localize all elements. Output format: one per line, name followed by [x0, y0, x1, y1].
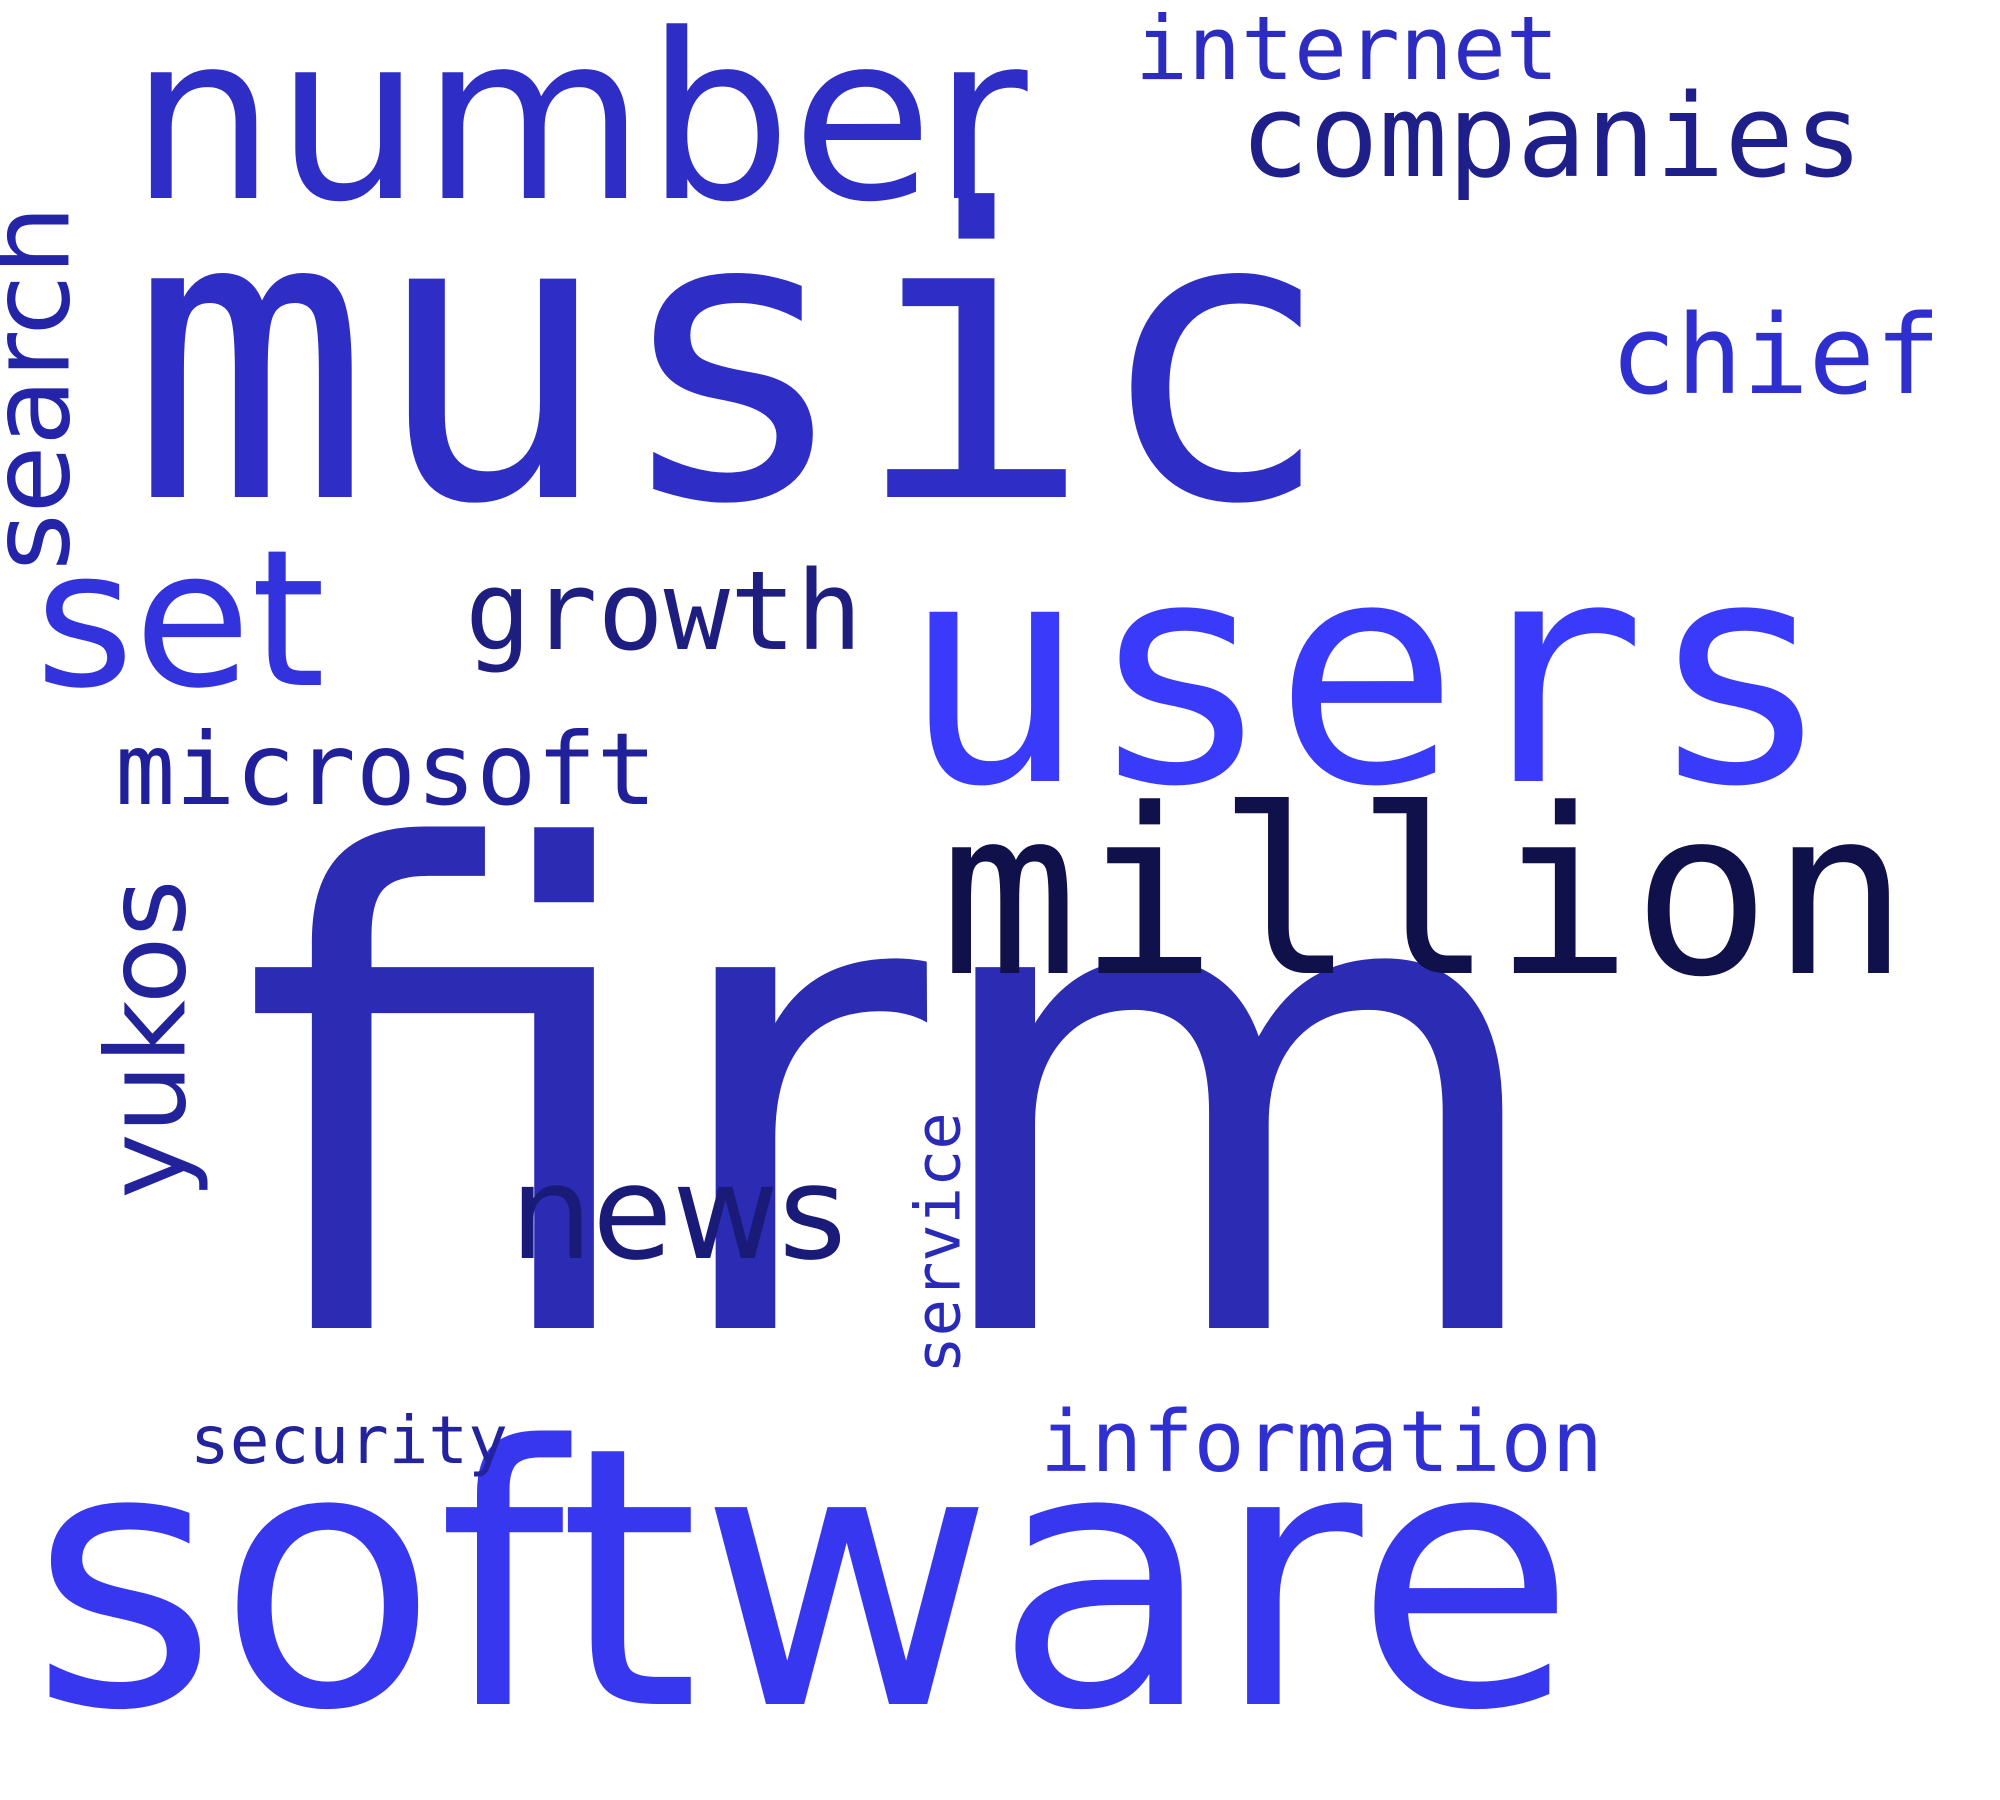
word-news: news: [510, 1137, 847, 1289]
word-firm: firm: [240, 715, 1559, 1484]
word-chief: chief: [1610, 291, 1942, 419]
word-software: software: [30, 1370, 1576, 1789]
word-service: service: [901, 1112, 975, 1374]
word-users: users: [900, 494, 1834, 855]
word-companies: companies: [1240, 70, 1864, 204]
word-music: music: [130, 127, 1335, 592]
word-number: number: [130, 0, 1028, 253]
word-yukos: yukos: [82, 879, 211, 1199]
word-million: million: [940, 761, 1910, 1028]
word-security: security: [190, 1402, 508, 1479]
word-growth: growth: [465, 547, 863, 675]
word-information: information: [1040, 1393, 1603, 1492]
word-internet: internet: [1135, 0, 1559, 100]
word-microsoft: microsoft: [115, 711, 657, 828]
word-search: search: [0, 205, 95, 571]
word-set: set: [35, 509, 326, 730]
